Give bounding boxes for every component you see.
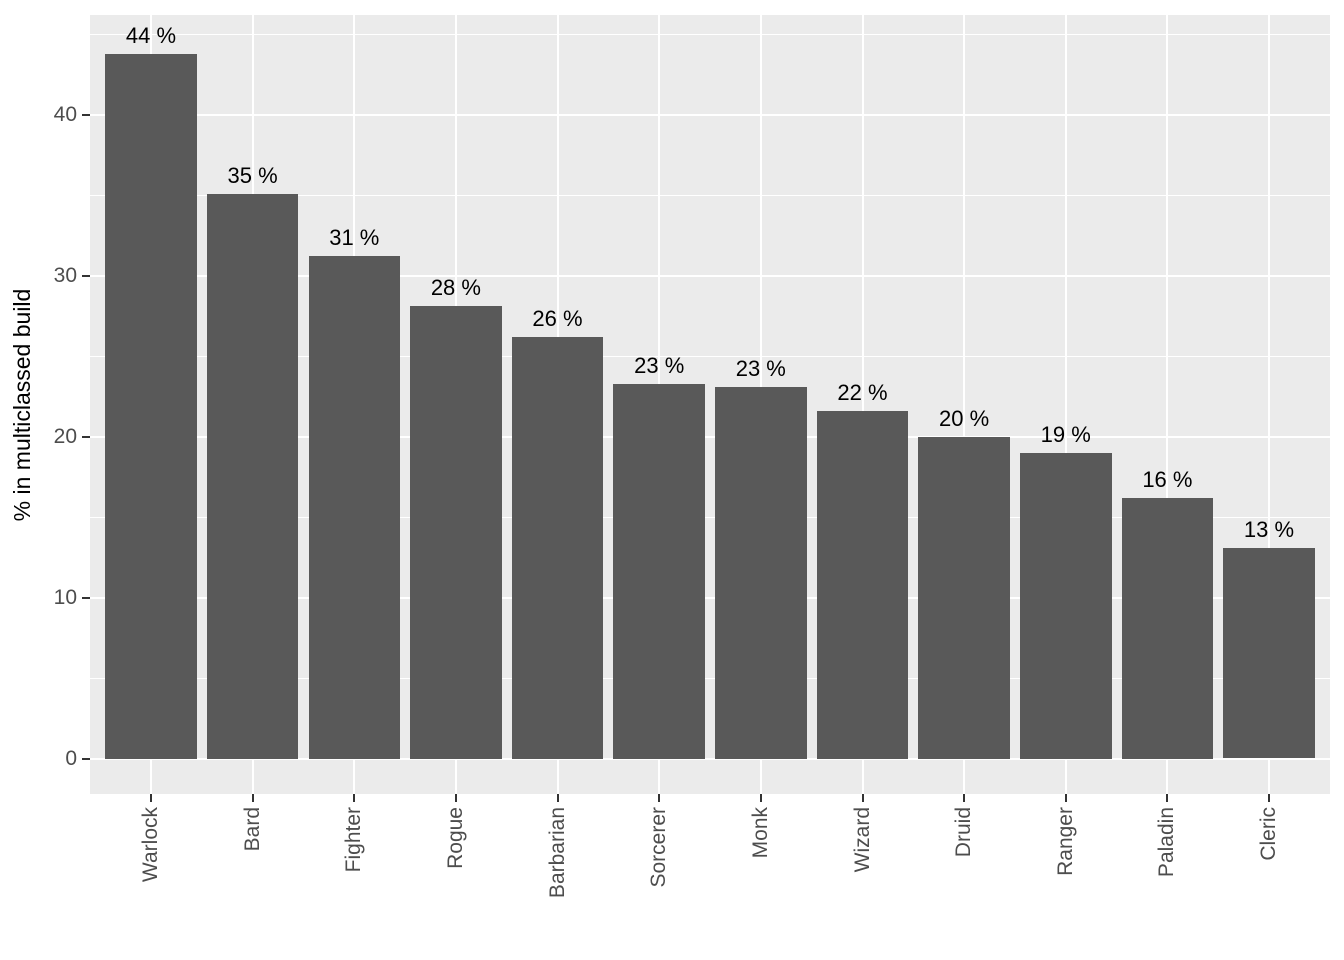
gridline-major-v: [1268, 15, 1270, 794]
x-axis-tick-label: Rogue: [443, 807, 467, 869]
y-axis-tick-label: 30: [53, 263, 77, 287]
bar-value-label: 35 %: [227, 162, 278, 188]
x-axis-tick-mark: [759, 794, 762, 802]
y-axis-tick-label: 10: [53, 585, 77, 609]
gridline-major-h: [90, 113, 1330, 116]
bar: [1223, 547, 1315, 759]
bar: [410, 306, 502, 759]
y-axis-tick-label: 20: [53, 424, 77, 448]
x-axis-tick-label: Ranger: [1053, 807, 1077, 876]
bar-value-label: 28 %: [430, 275, 481, 301]
bar-value-label: 23 %: [634, 352, 685, 378]
bar-value-label: 20 %: [939, 405, 990, 431]
bar: [105, 53, 197, 759]
gridline-major-h: [90, 435, 1330, 438]
x-axis-tick-label: Sorcerer: [647, 807, 671, 888]
y-axis-tick-mark: [82, 757, 90, 760]
bar: [918, 436, 1010, 759]
bar: [613, 383, 705, 759]
bar: [1020, 452, 1112, 759]
x-axis-tick-mark: [963, 794, 966, 802]
x-axis-tick-mark: [454, 794, 457, 802]
y-axis-tick-label: 40: [53, 102, 77, 126]
gridline-major-v: [1166, 15, 1169, 794]
bar-value-label: 19 %: [1040, 421, 1091, 447]
x-axis-tick-mark: [861, 794, 864, 802]
y-axis-tick-mark: [82, 435, 90, 438]
bar-value-label: 23 %: [735, 355, 786, 381]
bar-value-label: 44 %: [125, 22, 177, 48]
gridline-major-h: [90, 596, 1330, 599]
gridline-major-h: [90, 757, 1330, 760]
bar-value-label: 16 %: [1142, 466, 1193, 492]
x-axis-tick-label: Barbarian: [545, 807, 569, 899]
x-axis-tick-label: Cleric: [1257, 807, 1280, 861]
gridline-minor-h: [90, 677, 1330, 679]
bar-value-label: 13 %: [1243, 516, 1295, 542]
x-axis-tick-mark: [353, 794, 356, 802]
bar-value-label: 31 %: [329, 225, 380, 251]
bar-value-label: 22 %: [837, 379, 888, 405]
bar: [816, 410, 909, 759]
gridline-minor-h: [90, 355, 1330, 357]
x-axis-tick-mark: [556, 794, 559, 802]
x-axis-tick-mark: [1064, 794, 1067, 802]
gridline-major-h: [90, 274, 1330, 277]
x-axis-tick-mark: [150, 794, 152, 802]
bar-value-label: 26 %: [532, 305, 583, 331]
x-axis-tick-label: Wizard: [850, 807, 874, 873]
y-axis-tick-label: 0: [65, 746, 77, 770]
plot-panel: 44 % 35 % 31 % 28 % 26 % 23 % 23 % 22 % 20 % 19 %…: [90, 15, 1330, 794]
y-axis-tick-mark: [82, 596, 90, 599]
gridline-major-v: [861, 15, 864, 794]
y-axis-tick-mark: [82, 113, 90, 116]
x-axis-tick-label: Bard: [240, 807, 264, 852]
y-axis-title: % in multiclassed build: [9, 288, 35, 522]
x-axis-tick-label: Paladin: [1155, 807, 1179, 878]
x-axis-tick-label: Druid: [952, 807, 976, 858]
bar: [1121, 497, 1214, 759]
bar: [511, 336, 604, 759]
x-axis-tick-mark: [251, 794, 254, 802]
gridline-major-v: [1064, 15, 1067, 794]
bar: [308, 256, 400, 759]
bar: [715, 386, 807, 759]
gridline-minor-h: [90, 516, 1330, 518]
x-axis-tick-label: Fighter: [342, 807, 366, 873]
y-axis-tick-mark: [82, 274, 90, 277]
gridline-minor-h: [90, 33, 1330, 35]
x-axis-tick-label: Warlock: [139, 807, 162, 883]
x-axis-tick-mark: [658, 794, 661, 802]
x-axis-tick-mark: [1166, 794, 1169, 802]
gridline-major-v: [963, 15, 966, 794]
bar: [206, 193, 299, 759]
x-axis-tick-label: Monk: [748, 807, 772, 859]
x-axis-tick-mark: [1268, 794, 1270, 802]
gridline-minor-h: [90, 194, 1330, 196]
